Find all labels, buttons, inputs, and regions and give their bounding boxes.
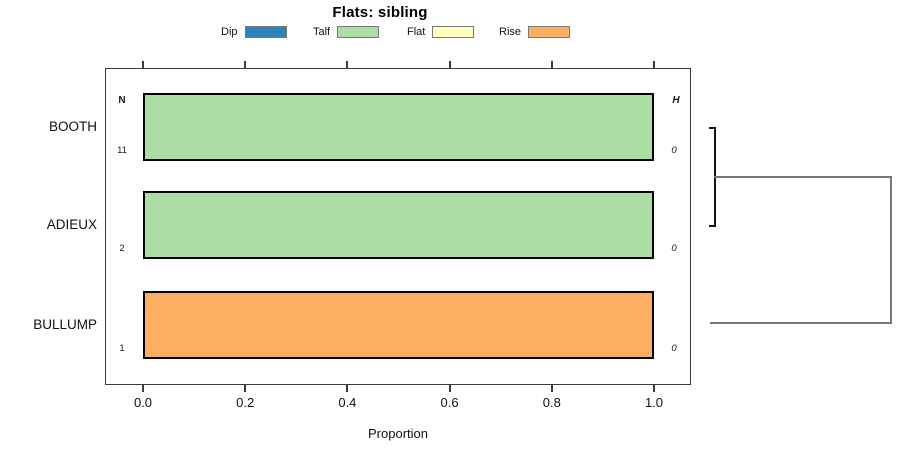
dendrogram-leaf-bullump [710,322,892,324]
category-label-bullump: BULLUMP [33,317,97,332]
h-value-adieux: 0 [671,243,677,254]
legend-label-rise: Rise [499,26,522,38]
bar-bullump [143,291,654,359]
x-axis-top-tick [142,61,144,68]
dendrogram-leaf-tick-booth [709,127,715,129]
x-axis-top-tick [346,61,349,68]
legend-swatch-flat-icon [432,26,475,38]
x-axis-tick-label: 1.0 [644,395,664,410]
legend-item-dip: Dip [221,26,287,38]
dendrogram-join-horizontal-top [714,176,892,178]
dendrogram-join-vertical [890,176,892,324]
bar-segment-rise [145,293,652,357]
x-axis-top-tick [550,61,553,68]
x-axis-top-tick [448,61,451,68]
chart-title: Flats: sibling [332,4,428,21]
legend-item-rise: Rise [499,26,571,38]
x-axis-top-tick [244,61,247,68]
bar-booth [143,93,654,161]
category-label-booth: BOOTH [48,119,97,134]
legend-label-flat: Flat [407,26,426,38]
x-axis-bottom-tick [653,385,655,392]
x-axis-bottom-tick [244,385,247,392]
dendrogram-leaf-tick-adieux [709,225,715,227]
x-axis-bottom-tick [448,385,451,392]
x-axis-tick-label: 0.4 [338,395,357,410]
x-axis-top-tick [653,61,655,68]
n-value-adieux: 2 [119,243,125,254]
legend-item-talf: Talf [313,26,380,38]
legend-swatch-dip-icon [244,26,287,38]
x-axis-bottom-tick [346,385,349,392]
h-value-booth: 0 [671,145,677,156]
bar-segment-talf [145,193,652,257]
x-axis-tick-label: 0.8 [542,395,561,410]
legend-item-flat: Flat [407,26,475,38]
x-axis-bottom-tick [142,385,144,392]
x-axis-tick-label: 0.0 [133,395,153,410]
bar-adieux [143,191,654,259]
x-axis-label: Proportion [368,426,428,441]
n-value-booth: 11 [117,145,127,156]
bar-segment-talf [145,95,652,159]
category-label-adieux: ADIEUX [46,217,97,232]
h-column-header: H [672,95,680,106]
legend-swatch-rise-icon [528,26,571,38]
legend-label-talf: Talf [313,26,331,38]
x-axis-tick-label: 0.6 [440,395,459,410]
x-axis-tick-label: 0.2 [236,395,255,410]
legend-label-dip: Dip [221,26,238,38]
legend-swatch-talf-icon [337,26,380,38]
h-value-bullump: 0 [671,343,677,354]
n-column-header: N [118,95,126,106]
x-axis-bottom-tick [550,385,553,392]
n-value-bullump: 1 [119,343,125,354]
